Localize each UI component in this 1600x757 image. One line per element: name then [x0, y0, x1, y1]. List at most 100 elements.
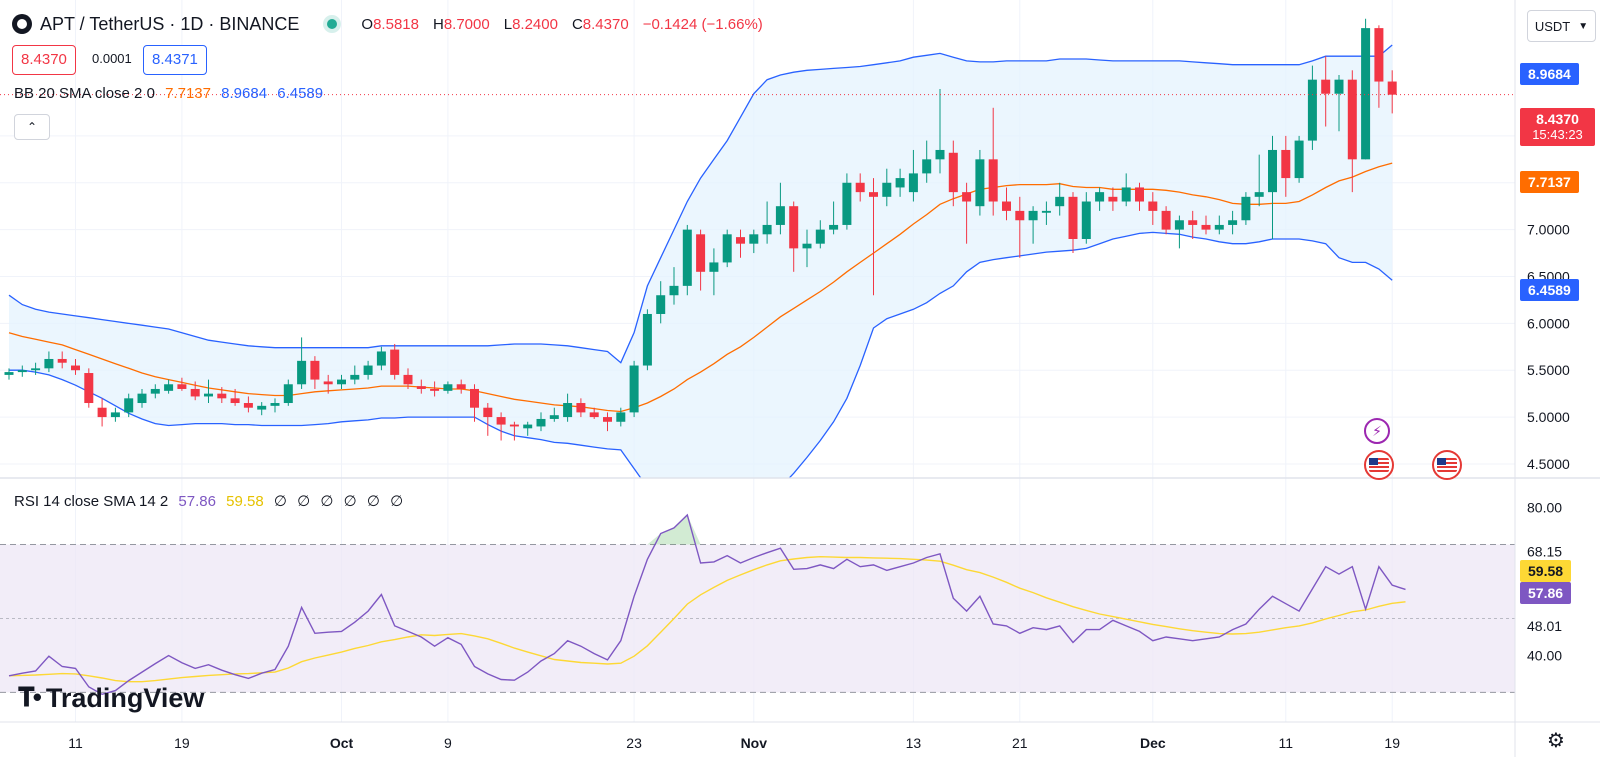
time-axis-tick: 9: [444, 735, 452, 751]
candle-body: [456, 384, 466, 389]
rsi-axis-tick: 40.00: [1527, 647, 1562, 663]
rsi-extra: ∅: [273, 493, 287, 510]
candle-body: [736, 237, 745, 244]
candle-body: [1028, 210, 1038, 221]
rsi-legend[interactable]: RSI 14 close SMA 14 2 57.86 59.58 ∅ ∅ ∅ …: [14, 492, 409, 510]
candle-body: [1161, 210, 1171, 230]
tradingview-logo: 𝐓• TradingView: [18, 682, 204, 714]
us-flag-event-icon[interactable]: [1364, 450, 1394, 480]
bb-basis-value: 7.7137: [165, 85, 211, 102]
candle-body: [789, 206, 799, 249]
candle-body: [1307, 79, 1317, 141]
candle-body: [1002, 201, 1011, 211]
currency-selector[interactable]: USDT ▼: [1527, 10, 1596, 42]
candle-body: [496, 417, 506, 425]
time-axis-tick: 21: [1012, 735, 1028, 751]
rsi-value-tag: 57.86: [1520, 582, 1572, 604]
rsi-value: 57.86: [178, 493, 216, 510]
rsi-overbought-fill: [647, 515, 701, 545]
last-price-tag: 8.4370 15:43:23: [1520, 108, 1595, 146]
candle-body: [403, 374, 413, 385]
bb-upper-line: [8, 44, 1393, 364]
candle-body: [1081, 201, 1091, 239]
candle-body: [549, 415, 559, 419]
candle-body: [815, 229, 825, 244]
bb-upper-price-tag: 8.9684: [1520, 63, 1579, 85]
candle-body: [17, 370, 27, 373]
event-lightning-icon[interactable]: ⚡: [1364, 418, 1390, 444]
candle-body: [1055, 196, 1065, 207]
candle-body: [749, 234, 759, 244]
rsi-axis-tick: 80.00: [1527, 500, 1562, 516]
candle-body: [4, 372, 14, 375]
candle-body: [669, 285, 679, 296]
candle-body: [470, 388, 479, 408]
candle-body: [443, 384, 453, 391]
candle-body: [656, 295, 666, 314]
chart-header: APT / TetherUS · 1D · BINANCE O8.5818 H8…: [12, 12, 763, 36]
candle-body: [57, 358, 67, 363]
candle-body: [1241, 196, 1251, 221]
gear-icon[interactable]: ⚙: [1547, 730, 1565, 752]
candle-body: [190, 388, 200, 397]
bb-lower-price-tag: 6.4589: [1520, 279, 1579, 301]
candle-body: [1095, 192, 1105, 202]
candle-body: [642, 313, 652, 366]
rsi-axis-tick: 68.15: [1527, 543, 1562, 559]
ohlc-open: O8.5818: [361, 16, 419, 33]
candle-body: [762, 224, 772, 235]
bar-countdown: 15:43:23: [1532, 127, 1583, 142]
candle-body: [430, 388, 440, 391]
candle-body: [1268, 149, 1277, 193]
time-axis-tick: 19: [1384, 735, 1400, 751]
candle-body: [1135, 187, 1144, 202]
rsi-sma-line: [8, 555, 1406, 683]
candle-body: [1174, 220, 1184, 230]
candle-body: [390, 349, 400, 375]
candle-body: [1214, 224, 1224, 230]
candle-body: [722, 234, 732, 263]
rsi-line: [8, 513, 1406, 696]
candle-body: [204, 393, 213, 397]
time-axis-tick: 11: [1279, 735, 1294, 751]
price-axis-tick: 5.5000: [1527, 362, 1570, 378]
time-axis-tick: 13: [906, 735, 922, 751]
candle-body: [243, 403, 253, 408]
candle-body: [71, 365, 80, 371]
price-axis-tick: 4.5000: [1527, 456, 1570, 472]
candle-body: [1321, 79, 1331, 94]
bb-lower-line: [9, 231, 1393, 478]
candle-body: [908, 173, 918, 193]
candle-body: [31, 368, 41, 371]
candle-body: [1201, 224, 1211, 230]
collapse-legend-button[interactable]: ⌃: [14, 114, 50, 140]
candle-body: [842, 182, 852, 225]
market-open-icon: [327, 19, 338, 29]
candle-body: [536, 418, 546, 427]
us-flag-event-icon[interactable]: [1432, 450, 1462, 480]
sell-price-button[interactable]: 8.4370: [12, 45, 76, 75]
buy-price-button[interactable]: 8.4371: [143, 45, 207, 75]
candle-body: [217, 393, 227, 399]
rsi-pane: [0, 513, 1515, 696]
chevron-down-icon: ▼: [1578, 20, 1589, 32]
candle-body: [1188, 220, 1198, 225]
candle-body: [110, 412, 120, 418]
brand-name: TradingView: [45, 682, 205, 713]
candle-body: [1041, 210, 1051, 213]
rsi-extra: ∅: [343, 493, 357, 510]
candle-body: [1148, 201, 1158, 211]
candle-body: [975, 159, 985, 207]
ohlc-low: L8.2400: [504, 16, 558, 33]
candle-body: [829, 224, 839, 230]
bb-upper-value: 8.9684: [221, 85, 268, 102]
candle-body: [270, 403, 280, 406]
currency-label: USDT: [1534, 18, 1571, 34]
bb-legend[interactable]: BB 20 SMA close 2 0 7.7137 8.9684 6.4589: [14, 85, 329, 102]
candle-body: [323, 381, 333, 385]
candle-body: [337, 379, 346, 385]
symbol-title[interactable]: APT / TetherUS · 1D · BINANCE: [40, 13, 300, 34]
candle-body: [1334, 79, 1344, 94]
candle-body: [576, 403, 586, 413]
